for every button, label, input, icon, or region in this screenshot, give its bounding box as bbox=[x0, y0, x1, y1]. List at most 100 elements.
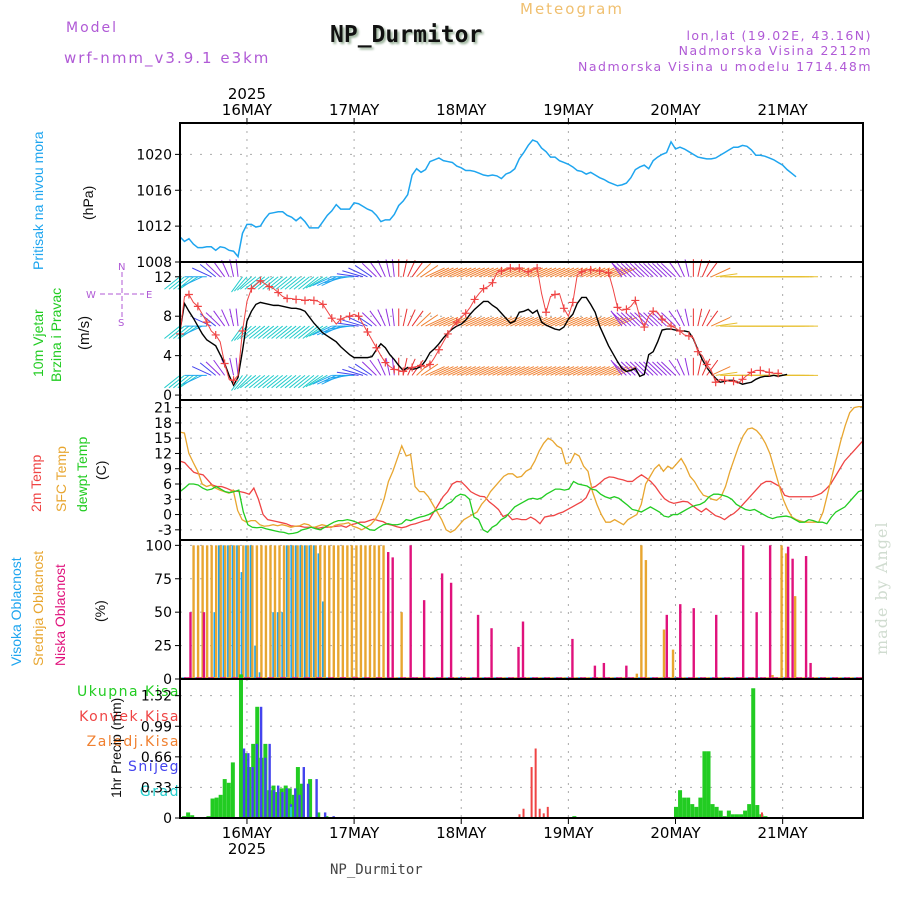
wind-arrow bbox=[312, 374, 332, 385]
wind-arrow bbox=[527, 316, 548, 327]
wind-arrow bbox=[634, 361, 650, 376]
wind-gust-marker bbox=[425, 360, 434, 369]
total-rain-bar bbox=[214, 797, 219, 818]
low-cloud-bar bbox=[665, 614, 668, 678]
low-cloud-bar bbox=[692, 608, 695, 678]
total-rain-bar bbox=[734, 814, 739, 818]
wind-arrow bbox=[599, 366, 619, 376]
high-cloud-bar bbox=[218, 545, 221, 678]
wind-arrow bbox=[447, 267, 468, 278]
dewpt-line bbox=[179, 480, 864, 535]
wind-arrow bbox=[643, 312, 658, 327]
panel-frame bbox=[179, 122, 864, 263]
mid-cloud-bar bbox=[242, 545, 245, 678]
low-cloud-bar bbox=[602, 662, 606, 678]
wind-arrow bbox=[563, 316, 584, 327]
mid-cloud-bar bbox=[662, 629, 666, 678]
high-cloud-bar bbox=[303, 545, 307, 678]
wind-arrow bbox=[638, 312, 654, 327]
wind-arrow bbox=[501, 366, 521, 376]
wind-arrow bbox=[676, 309, 685, 327]
snow-bar bbox=[268, 743, 271, 818]
total-rain-bar bbox=[714, 806, 719, 818]
wind-arrow bbox=[248, 374, 266, 389]
mid-cloud-bar bbox=[214, 545, 218, 678]
wind-arrow bbox=[168, 276, 185, 290]
y-tick-label: 50 bbox=[154, 605, 172, 621]
wind-arrow bbox=[572, 366, 593, 376]
wind-gust-marker bbox=[765, 368, 774, 377]
wind-arrow bbox=[416, 312, 432, 327]
wind-arrow bbox=[581, 366, 602, 376]
y-tick-label: 75 bbox=[154, 572, 172, 588]
wind-arrow bbox=[183, 374, 203, 385]
wind-arrow bbox=[369, 261, 382, 278]
freezing-rain-legend: Zaledj.Kisa bbox=[86, 734, 180, 750]
mid-cloud-bar bbox=[332, 545, 335, 678]
wind-arrow bbox=[244, 276, 261, 290]
mid-cloud-bar bbox=[314, 545, 317, 678]
wind-arrow bbox=[236, 276, 252, 291]
wind-arrow bbox=[240, 374, 257, 389]
wind-arrow bbox=[407, 260, 416, 277]
wind-arrow bbox=[652, 361, 667, 376]
y-tick-label: 0 bbox=[163, 508, 172, 524]
snow-bar bbox=[285, 788, 288, 818]
mid-cloud-bar bbox=[771, 674, 774, 678]
wind-arrow bbox=[456, 366, 477, 376]
total-rain-bar bbox=[673, 806, 678, 818]
wind-arrow bbox=[643, 262, 658, 278]
wind-arrow bbox=[231, 375, 243, 391]
x-label-top: 19MAY bbox=[543, 101, 594, 119]
high-cloud-bar bbox=[276, 612, 280, 678]
wind-arrow bbox=[647, 361, 663, 376]
wind-arrow bbox=[429, 267, 450, 278]
wind-arrow bbox=[289, 325, 306, 339]
mid-cloud-bar bbox=[219, 545, 222, 678]
mid-cloud-bar bbox=[233, 545, 236, 678]
mid-cloud-bar bbox=[377, 545, 381, 678]
wind-arrow bbox=[434, 267, 454, 278]
wind-arrow bbox=[586, 366, 606, 376]
wind-arrow bbox=[563, 366, 584, 376]
wind-arrow bbox=[697, 308, 703, 327]
wind-arrow bbox=[629, 262, 645, 278]
high-cloud-bar bbox=[308, 545, 311, 678]
wind-gust-marker bbox=[577, 267, 586, 276]
total-rain-bar bbox=[316, 812, 321, 818]
y-tick-label: 21 bbox=[154, 401, 172, 417]
wind-arrow bbox=[487, 366, 508, 376]
wind-arrow bbox=[465, 366, 485, 376]
mid-cloud-bar bbox=[319, 545, 322, 678]
high-cloud-bar bbox=[299, 545, 302, 678]
y-tick-label: 1008 bbox=[136, 255, 172, 271]
high-cloud-bar bbox=[236, 545, 239, 678]
wind-arrow bbox=[293, 325, 310, 339]
low-cloud-bar bbox=[786, 546, 790, 678]
wind-arrow bbox=[236, 374, 252, 390]
wind-arrow bbox=[309, 276, 328, 288]
mid-cloud-bar bbox=[269, 545, 272, 678]
wind-arrow bbox=[429, 366, 450, 376]
wind-arrow bbox=[469, 366, 490, 376]
wind-arrow bbox=[407, 309, 416, 327]
wind-arrow bbox=[402, 308, 408, 327]
wind-gust-marker bbox=[417, 361, 426, 370]
wind-arrow bbox=[336, 322, 359, 327]
wind-arrow bbox=[536, 366, 557, 376]
year-label-top: 2025 bbox=[228, 85, 266, 103]
wind-arrow bbox=[199, 263, 217, 278]
mid-cloud-bar bbox=[251, 545, 254, 678]
x-label-bottom: 19MAY bbox=[543, 824, 594, 842]
y-tick-label: 18 bbox=[154, 416, 172, 432]
wind-arrow bbox=[342, 319, 364, 327]
wind-arrow bbox=[280, 276, 297, 290]
wind-arrow bbox=[253, 325, 270, 339]
wind-arrow bbox=[487, 316, 508, 327]
wind-arrow bbox=[425, 366, 445, 376]
total-rain-bar bbox=[218, 794, 223, 818]
wind-gust-marker bbox=[381, 358, 390, 367]
model-elevation-label: Nadmorska Visina u modelu 1714.48m bbox=[578, 59, 872, 74]
wind-arrow bbox=[266, 325, 283, 339]
wind-arrow bbox=[298, 374, 315, 389]
